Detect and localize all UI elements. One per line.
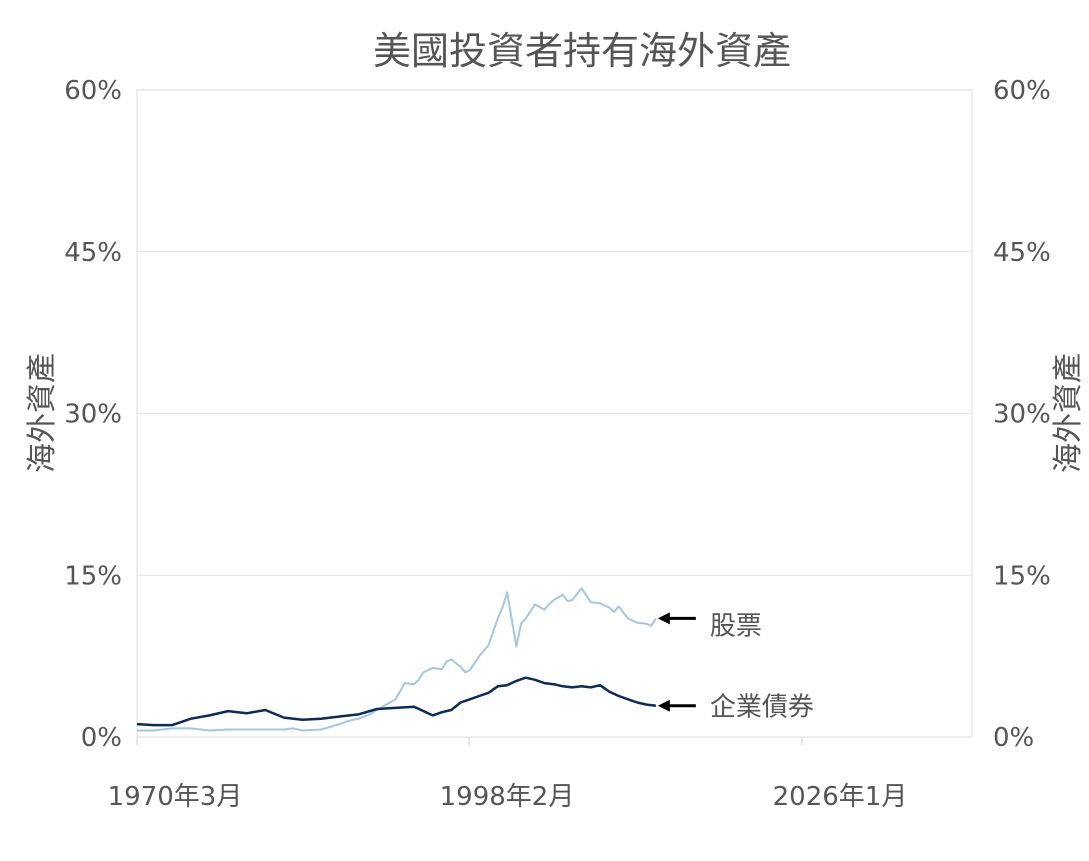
y-axis-label-right: 海外資產	[1051, 353, 1086, 473]
y-tick-label-left: 60%	[64, 76, 122, 106]
plot-frame	[136, 89, 973, 738]
x-tick-label: 1970年3月	[108, 782, 243, 812]
series-layer	[136, 587, 657, 732]
x-tick-label: 2026年1月	[773, 782, 908, 812]
y-tick-label-right: 60%	[993, 76, 1051, 106]
y-tick-label-left: 15%	[64, 561, 122, 591]
y-tick-label-left: 30%	[64, 400, 122, 430]
x-tick-label: 1998年2月	[440, 782, 575, 812]
y-tick-label-left: 0%	[81, 723, 122, 753]
y-tick-label-left: 45%	[64, 238, 122, 268]
y-tick-label-right: 15%	[993, 561, 1051, 591]
annotation-arrow-head	[657, 699, 670, 712]
annotation-arrow-head	[657, 612, 670, 625]
series-label: 股票	[710, 611, 762, 641]
series-label: 企業債券	[710, 693, 814, 723]
grid-layer	[137, 89, 972, 738]
y-axis-label-left: 海外資產	[25, 353, 60, 473]
series-line-corporate-bonds	[136, 676, 657, 727]
ticks-layer: 0% 0% 15% 15% 30% 30% 45% 45% 60% 60% 1970年3月 1998年…	[64, 76, 1051, 812]
series-line-stocks	[137, 587, 657, 732]
y-tick-label-right: 0%	[993, 723, 1034, 753]
chart-title: 美國投資者持有海外資產	[373, 29, 791, 73]
y-tick-label-right: 30%	[993, 400, 1051, 430]
y-tick-label-right: 45%	[993, 238, 1051, 268]
